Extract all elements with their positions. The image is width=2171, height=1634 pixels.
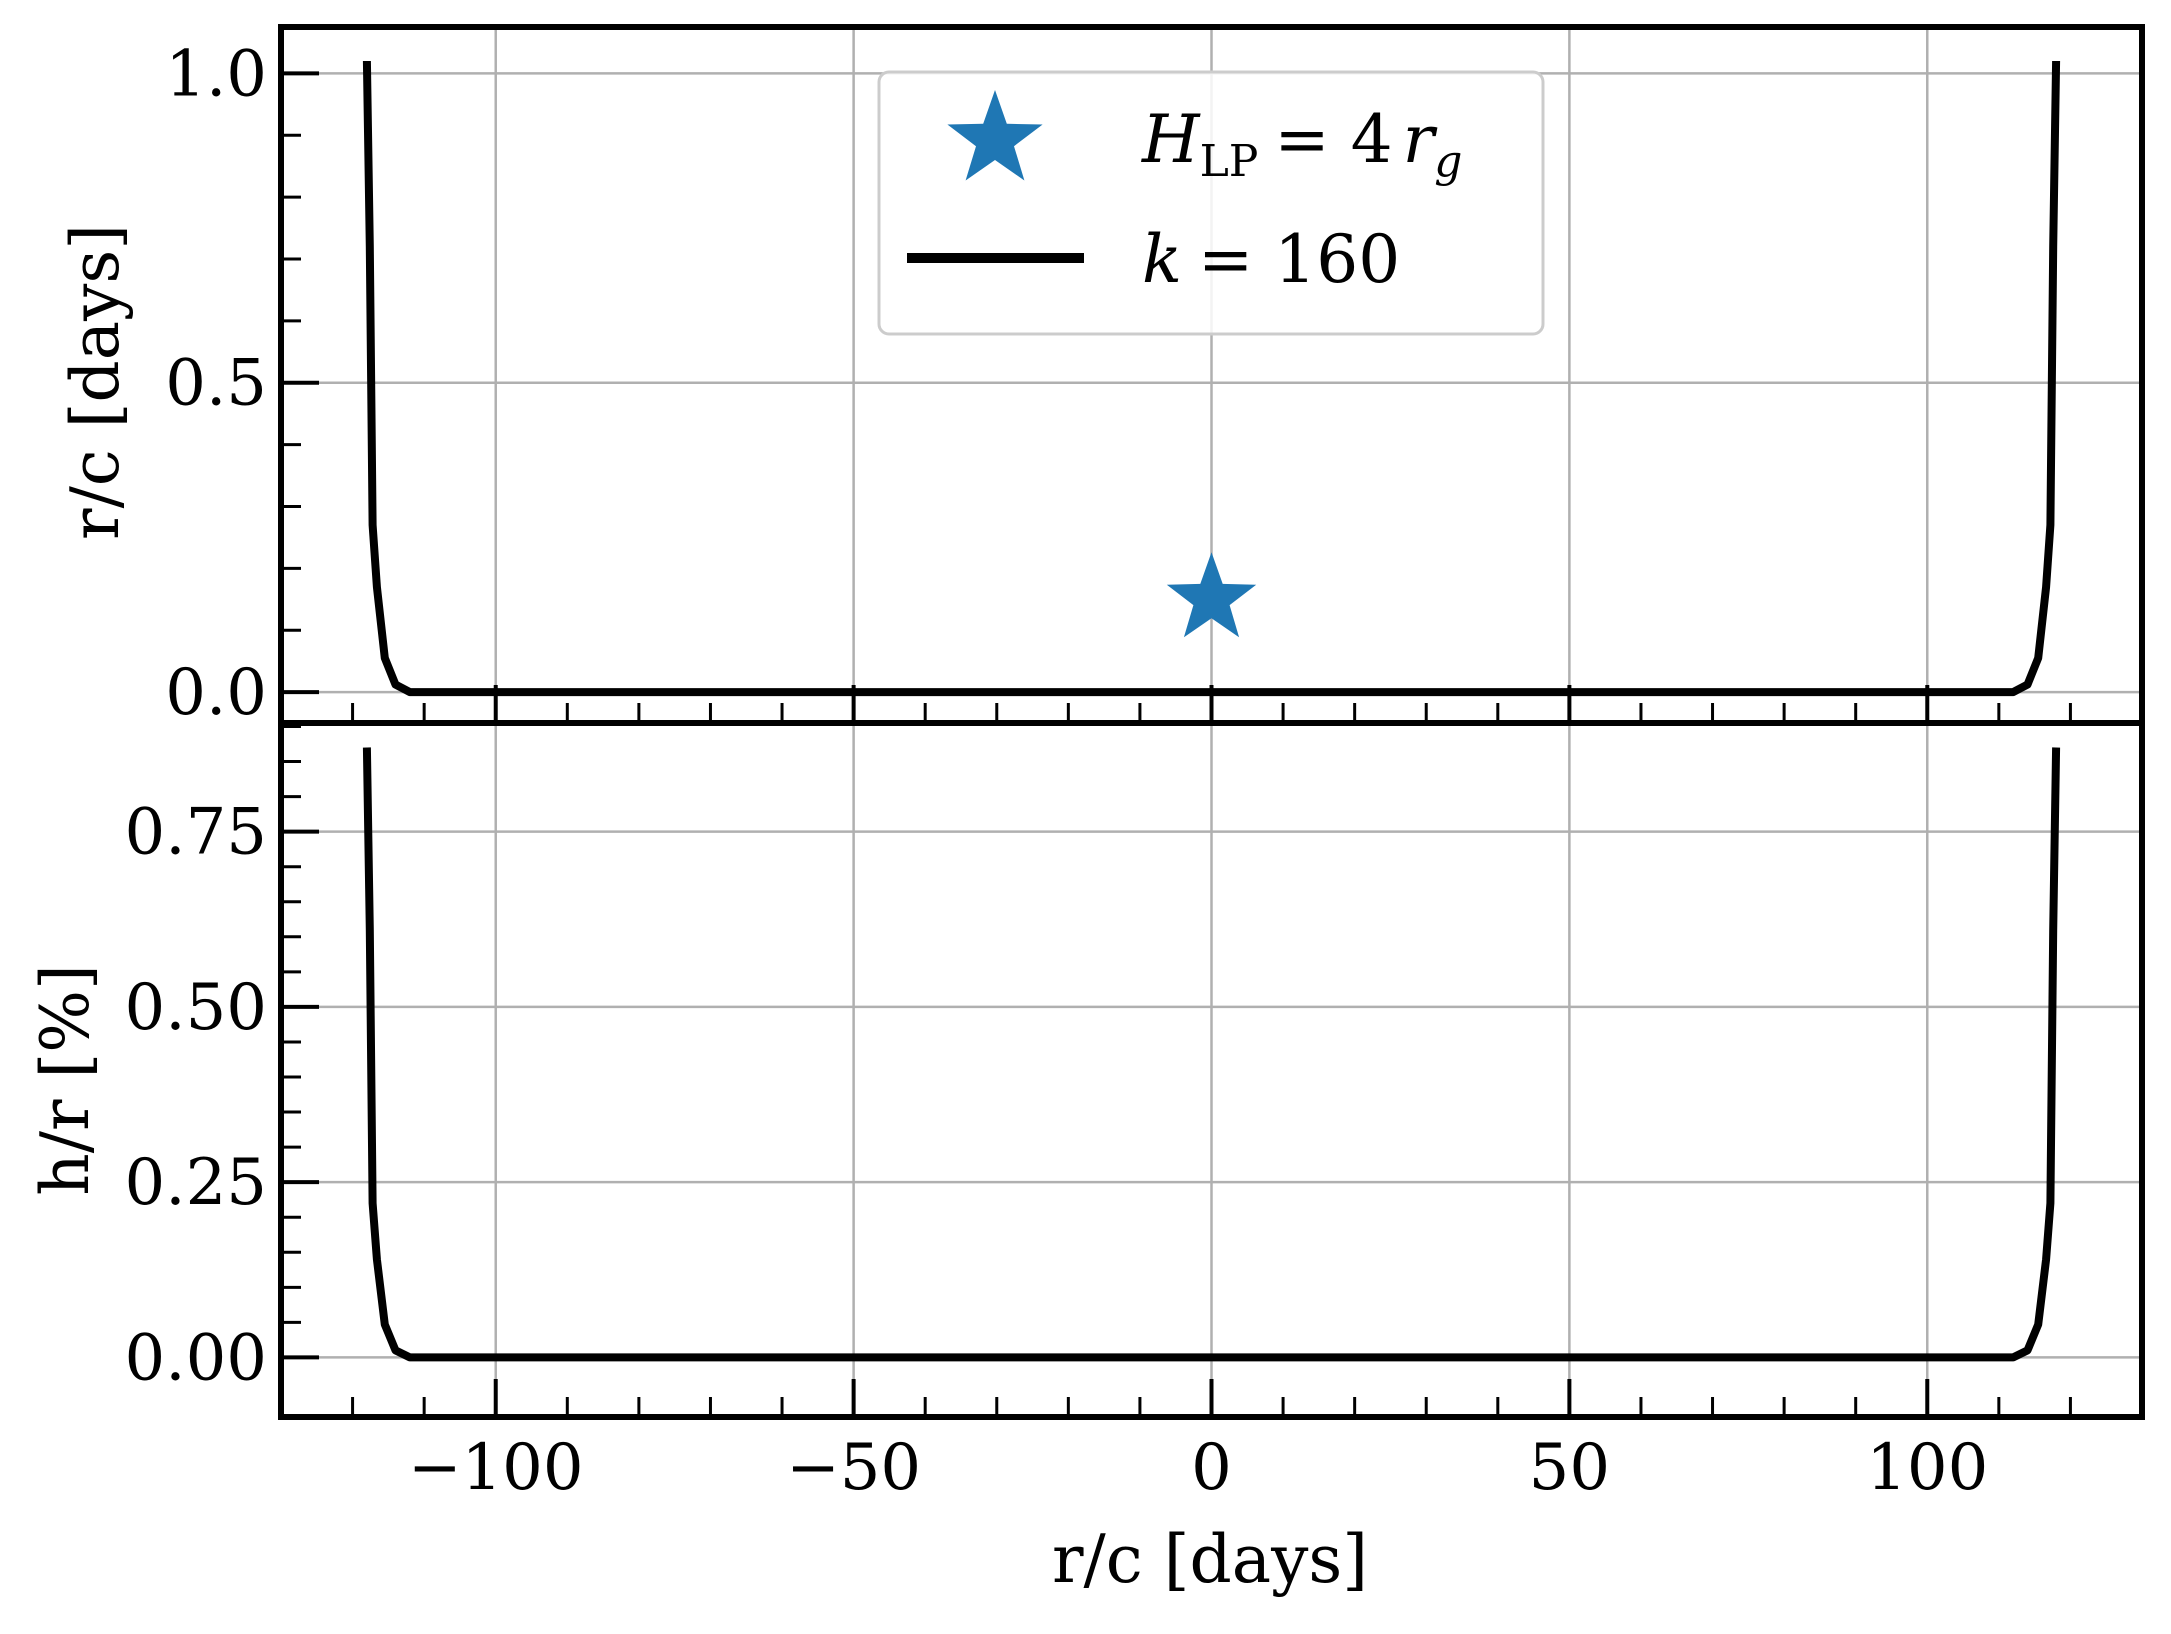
legend-box <box>877 70 1545 336</box>
legend-star-label-rsub: g <box>1434 136 1462 187</box>
bottom-series-line <box>362 747 2061 1362</box>
x-tick-label: −50 <box>786 1431 921 1505</box>
bottom-panel: 0.00 0.25 0.50 0.75 −100 −50 0 50 100 <box>125 720 2145 1505</box>
bottom-y-tick-label: 0.50 <box>125 971 268 1045</box>
bottom-tick-labels: 0.00 0.25 0.50 0.75 −100 −50 0 50 100 <box>125 796 1989 1505</box>
top-markers <box>1166 552 1257 638</box>
legend-star-label-r: r <box>1403 101 1438 178</box>
bottom-y-tick-label: 0.75 <box>125 796 268 870</box>
legend-star-label-sub: LP <box>1200 136 1259 187</box>
legend-star-label-h: H <box>1141 101 1201 178</box>
legend-line-label-k: k <box>1142 221 1182 298</box>
legend-star-label: HLP = 4 rg <box>1141 101 1462 187</box>
x-axis-label: r/c [days] <box>1052 1521 1368 1598</box>
x-tick-label: 100 <box>1866 1431 1988 1505</box>
x-tick-label: −100 <box>408 1431 584 1505</box>
bottom-grid <box>281 723 2142 1417</box>
bottom-y-tick-label: 0.25 <box>125 1146 268 1220</box>
star-marker <box>1166 552 1257 638</box>
legend-star-marker <box>947 90 1043 181</box>
bottom-y-tick-label: 0.00 <box>125 1321 268 1395</box>
top-series-line <box>362 60 2061 697</box>
top-y-tick-label: 0.5 <box>165 347 267 421</box>
top-curves <box>362 60 2061 697</box>
top-y-tick-label: 1.0 <box>165 37 267 111</box>
top-y-axis-label: r/c [days] <box>57 224 134 540</box>
x-tick-label: 0 <box>1191 1431 1232 1505</box>
bottom-curves <box>362 747 2061 1362</box>
top-y-tick-label: 0.0 <box>165 656 267 730</box>
bottom-y-axis-label: h/r [%] <box>27 964 104 1195</box>
top-tick-labels: 0.0 0.5 1.0 <box>165 37 267 730</box>
bottom-frame <box>278 720 2145 1420</box>
legend-line-label: k = 160 <box>1142 221 1400 298</box>
x-tick-label: 50 <box>1529 1431 1610 1505</box>
bottom-ticks <box>281 725 2072 1417</box>
legend-line-label-rhs: = 160 <box>1198 221 1400 298</box>
legend: HLP = 4 rg k = 160 <box>877 70 1545 336</box>
legend-star-label-rhs: = 4 <box>1274 101 1392 178</box>
